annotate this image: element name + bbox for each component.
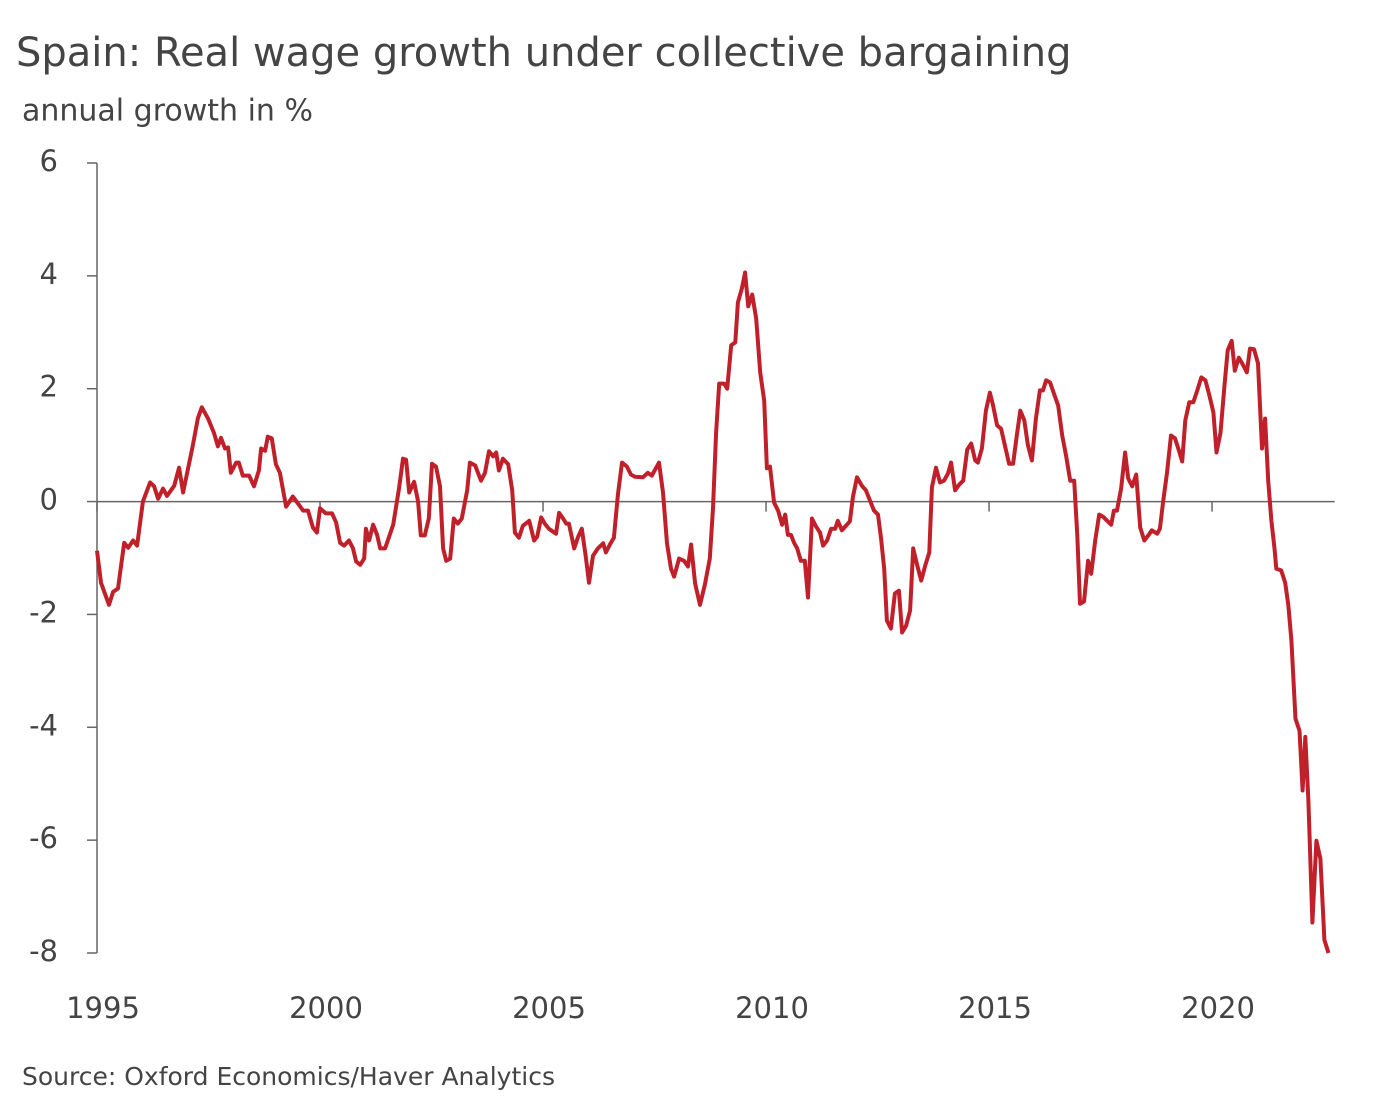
chart-subtitle: annual growth in % [22,94,313,129]
data-line [95,270,1331,954]
y-tick-label: -2 [29,595,58,629]
x-tick-label: 2000 [289,991,363,1025]
chart-title: Spain: Real wage growth under collective… [16,30,1072,76]
y-tick-label: 6 [40,144,58,178]
source-note: Source: Oxford Economics/Haver Analytics [22,1062,555,1091]
x-tick-label: 2015 [958,991,1032,1025]
x-tick-label: 1995 [66,991,140,1025]
x-tick-label: 2020 [1181,991,1255,1025]
y-tick-label: 2 [40,370,58,404]
y-tick-label: 4 [40,257,58,291]
y-tick-label: -8 [29,934,58,968]
y-tick-label: -4 [29,708,58,742]
x-tick-label: 2010 [735,991,809,1025]
y-tick-label: -6 [29,821,58,855]
y-tick-label: 0 [40,483,58,517]
x-tick-label: 2005 [512,991,586,1025]
